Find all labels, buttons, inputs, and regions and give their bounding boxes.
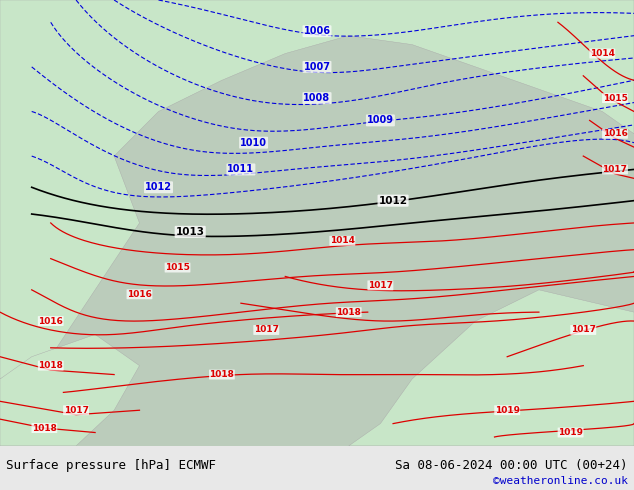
Text: 1017: 1017 — [254, 325, 279, 335]
Text: 1016: 1016 — [38, 317, 63, 325]
Text: 1019: 1019 — [495, 406, 520, 415]
Text: 1017: 1017 — [63, 406, 89, 415]
Text: 1007: 1007 — [304, 62, 330, 72]
Text: 1010: 1010 — [240, 138, 267, 147]
Text: 1014: 1014 — [330, 236, 355, 245]
Text: Sa 08-06-2024 00:00 UTC (00+24): Sa 08-06-2024 00:00 UTC (00+24) — [395, 459, 628, 472]
Text: 1008: 1008 — [304, 93, 330, 103]
Text: 1015: 1015 — [602, 94, 628, 102]
Text: 1018: 1018 — [336, 308, 361, 317]
Text: 1019: 1019 — [558, 428, 583, 437]
Text: 1015: 1015 — [165, 263, 190, 272]
Text: 1018: 1018 — [38, 361, 63, 370]
Text: 1017: 1017 — [571, 325, 596, 335]
Text: 1011: 1011 — [228, 165, 254, 174]
Text: 1016: 1016 — [127, 290, 152, 299]
Text: 1017: 1017 — [602, 165, 628, 174]
Text: 1018: 1018 — [32, 423, 57, 433]
Text: 1013: 1013 — [176, 227, 205, 237]
Polygon shape — [349, 290, 634, 446]
Text: 1012: 1012 — [378, 196, 408, 206]
Text: 1012: 1012 — [145, 182, 172, 192]
Text: 1016: 1016 — [602, 129, 628, 138]
Polygon shape — [0, 0, 634, 446]
Text: 1006: 1006 — [304, 26, 330, 36]
Text: 1018: 1018 — [209, 370, 235, 379]
Text: ©weatheronline.co.uk: ©weatheronline.co.uk — [493, 476, 628, 486]
Text: 1014: 1014 — [590, 49, 615, 58]
Text: 1017: 1017 — [368, 281, 393, 290]
Polygon shape — [0, 0, 634, 379]
Text: Surface pressure [hPa] ECMWF: Surface pressure [hPa] ECMWF — [6, 459, 216, 472]
Text: 1009: 1009 — [367, 115, 394, 125]
Polygon shape — [0, 334, 139, 446]
